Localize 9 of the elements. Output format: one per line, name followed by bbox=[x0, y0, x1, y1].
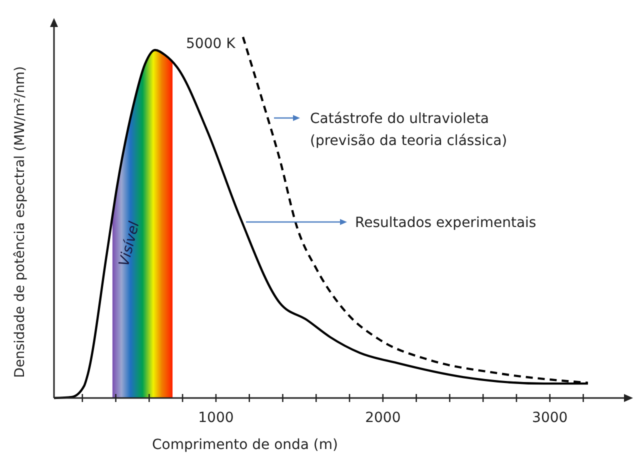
x-tick-label: 2000 bbox=[365, 410, 401, 426]
annotation: 5000 K bbox=[186, 36, 236, 52]
x-axis-title: Comprimento de onda (m) bbox=[152, 437, 338, 453]
annotation: Catástrofe do ultravioleta (previsão da teoria clássica) bbox=[310, 111, 508, 149]
annotation: Resultados experimentais bbox=[355, 215, 536, 231]
x-tick-label: 3000 bbox=[532, 410, 568, 426]
y-axis-title: Densidade de potência espectral (MW/m²/nm) bbox=[12, 66, 28, 378]
x-tick-label: 1000 bbox=[198, 410, 234, 426]
band-label: Visível bbox=[116, 220, 143, 268]
